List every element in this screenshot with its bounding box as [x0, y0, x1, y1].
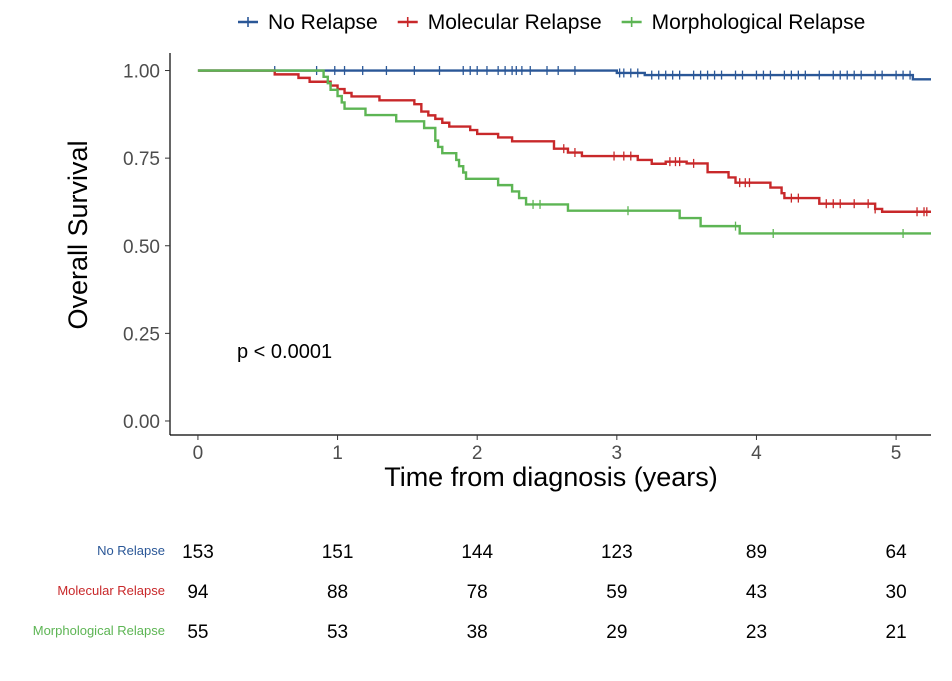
series-curves — [197, 66, 931, 238]
series-0 — [197, 66, 931, 81]
risk-count: 59 — [606, 582, 627, 603]
survival-curve — [197, 69, 931, 213]
risk-count: 43 — [746, 582, 767, 603]
risk-count: 89 — [746, 542, 767, 563]
risk-table: No Relapse 153 151 144 123 89 64 Molecular Rela… — [33, 542, 907, 643]
series-1 — [197, 69, 931, 217]
legend-label: No Relapse — [268, 11, 378, 34]
x-axis-title: Time from diagnosis (years) — [384, 462, 718, 492]
legend-item: Molecular Relapse — [397, 11, 602, 34]
risk-count: 23 — [746, 622, 767, 643]
y-tick-label: 0.00 — [123, 412, 160, 433]
risk-count: 53 — [327, 622, 348, 643]
risk-count: 151 — [322, 542, 354, 563]
legend: No Relapse Molecular Relapse Morphological… — [238, 11, 865, 34]
x-tick-label: 0 — [193, 443, 204, 464]
risk-count: 88 — [327, 582, 348, 603]
risk-count: 64 — [886, 542, 908, 563]
risk-count: 78 — [467, 582, 488, 603]
x-tick-label: 3 — [612, 443, 623, 464]
risk-count: 144 — [461, 542, 493, 563]
legend-item: No Relapse — [238, 11, 378, 34]
y-tick-label: 0.25 — [123, 324, 160, 345]
legend-item: Morphological Relapse — [621, 11, 866, 34]
survival-curve — [197, 69, 931, 235]
x-tick-label: 4 — [751, 443, 762, 464]
y-tick-label: 0.50 — [123, 237, 160, 258]
y-axis-title: Overall Survival — [63, 140, 93, 329]
risk-count: 153 — [182, 542, 214, 563]
x-tick-label: 5 — [891, 443, 902, 464]
risk-count: 30 — [886, 582, 907, 603]
series-2 — [197, 69, 931, 238]
risk-row-label: Molecular Relapse — [57, 583, 165, 598]
risk-table-row: Morphological Relapse 55 53 38 29 23 21 — [33, 622, 907, 643]
y-tick-label: 0.75 — [123, 149, 160, 170]
risk-count: 29 — [606, 622, 627, 643]
risk-table-row: No Relapse 153 151 144 123 89 64 — [97, 542, 907, 563]
risk-row-label: No Relapse — [97, 543, 165, 558]
risk-count: 21 — [886, 622, 907, 643]
y-axis-ticks: 0.00 0.25 0.50 0.75 1.00 — [123, 62, 170, 433]
risk-count: 38 — [467, 622, 488, 643]
risk-table-row: Molecular Relapse 94 88 78 59 43 30 — [57, 582, 906, 603]
legend-label: Molecular Relapse — [428, 11, 602, 34]
risk-count: 123 — [601, 542, 633, 563]
x-tick-label: 1 — [332, 443, 343, 464]
plot-area: 0.00 0.25 0.50 0.75 1.00 0 1 2 3 4 5 p < 0.0001 — [123, 53, 931, 464]
risk-row-label: Morphological Relapse — [33, 623, 165, 638]
risk-count: 55 — [187, 622, 208, 643]
legend-label: Morphological Relapse — [652, 11, 866, 34]
x-axis-ticks: 0 1 2 3 4 5 — [193, 435, 902, 464]
survival-curve — [197, 69, 931, 81]
p-value-annotation: p < 0.0001 — [237, 341, 332, 363]
y-tick-label: 1.00 — [123, 62, 160, 83]
risk-count: 94 — [187, 582, 209, 603]
x-tick-label: 2 — [472, 443, 483, 464]
